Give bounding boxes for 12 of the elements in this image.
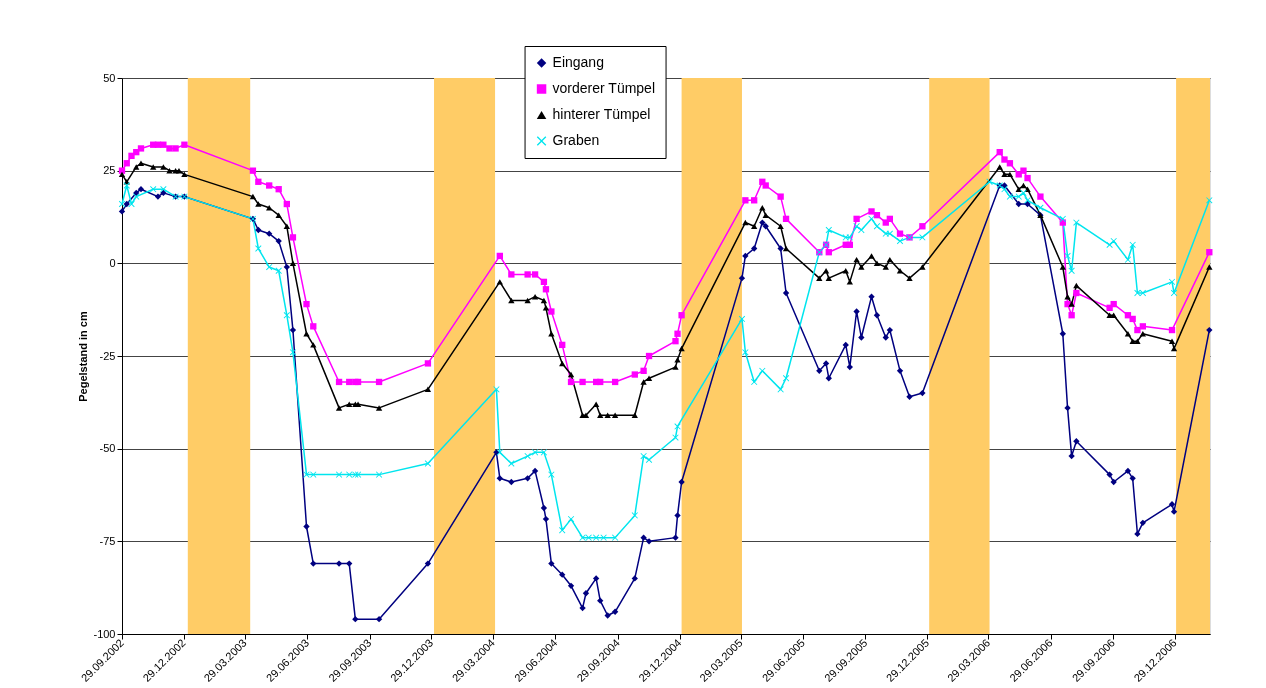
legend-label: Eingang <box>552 54 604 70</box>
y-tick-label: -25 <box>99 349 116 362</box>
y-axis-title: Pegelstand in cm <box>77 311 90 402</box>
y-tick-label: 50 <box>103 71 116 84</box>
y-tick-label: 25 <box>103 164 116 177</box>
legend-label: Graben <box>552 132 600 148</box>
y-tick-label: 0 <box>109 256 116 269</box>
legend-label: hinterer Tümpel <box>552 106 651 122</box>
y-tick-label: -50 <box>99 442 116 455</box>
legend-label: vorderer Tümpel <box>552 80 656 96</box>
y-tick-label: -75 <box>99 534 116 547</box>
y-tick-label: -100 <box>93 627 116 640</box>
